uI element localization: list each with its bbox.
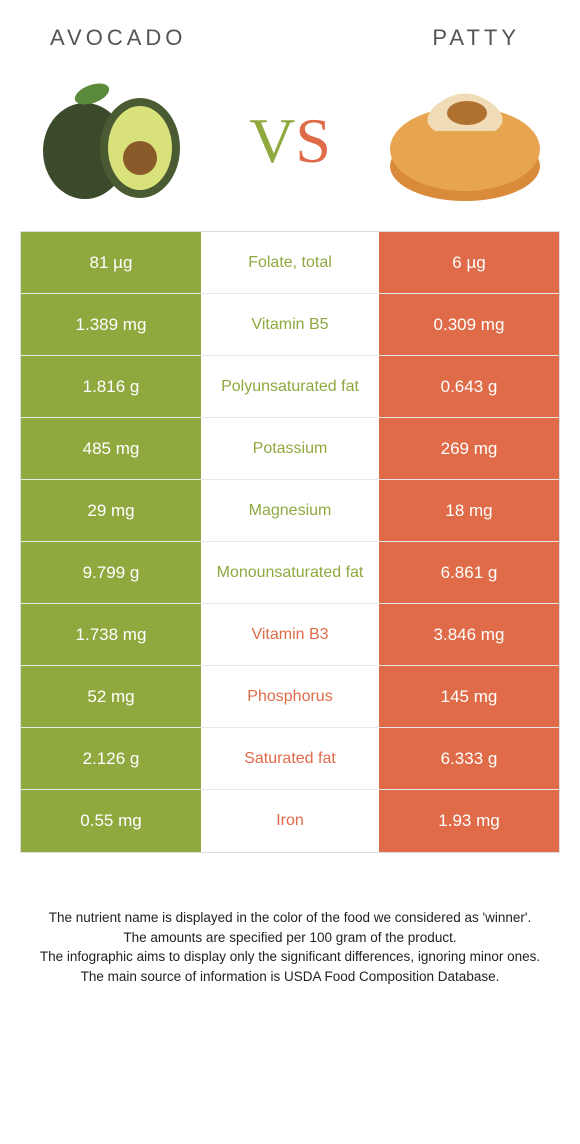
nutrient-label: Vitamin B3	[201, 604, 379, 665]
value-right: 6 µg	[379, 232, 559, 293]
value-left: 29 mg	[21, 480, 201, 541]
footer-line: The nutrient name is displayed in the co…	[30, 908, 550, 928]
value-left: 1.389 mg	[21, 294, 201, 355]
table-row: 9.799 gMonounsaturated fat6.861 g	[21, 542, 559, 604]
nutrient-label: Vitamin B5	[201, 294, 379, 355]
value-right: 0.309 mg	[379, 294, 559, 355]
vs-label: VS	[249, 104, 331, 178]
table-row: 1.816 gPolyunsaturated fat0.643 g	[21, 356, 559, 418]
value-right: 3.846 mg	[379, 604, 559, 665]
value-left: 0.55 mg	[21, 790, 201, 852]
nutrient-label: Iron	[201, 790, 379, 852]
vs-row: VS	[0, 61, 580, 231]
value-right: 269 mg	[379, 418, 559, 479]
vs-v: V	[249, 105, 295, 176]
title-patty: Patty	[432, 25, 520, 51]
header-row: Avocado Patty	[0, 0, 580, 61]
value-right: 1.93 mg	[379, 790, 559, 852]
table-row: 485 mgPotassium269 mg	[21, 418, 559, 480]
nutrient-label: Folate, total	[201, 232, 379, 293]
vs-s: S	[295, 105, 331, 176]
value-left: 52 mg	[21, 666, 201, 727]
value-left: 81 µg	[21, 232, 201, 293]
value-right: 6.333 g	[379, 728, 559, 789]
table-row: 0.55 mgIron1.93 mg	[21, 790, 559, 852]
footer-line: The amounts are specified per 100 gram o…	[30, 928, 550, 948]
table-row: 1.738 mgVitamin B33.846 mg	[21, 604, 559, 666]
nutrient-label: Monounsaturated fat	[201, 542, 379, 603]
nutrient-label: Potassium	[201, 418, 379, 479]
table-row: 29 mgMagnesium18 mg	[21, 480, 559, 542]
nutrient-label: Saturated fat	[201, 728, 379, 789]
table-row: 2.126 gSaturated fat6.333 g	[21, 728, 559, 790]
avocado-icon	[30, 76, 200, 206]
patty-icon	[375, 71, 555, 211]
table-row: 81 µgFolate, total6 µg	[21, 232, 559, 294]
value-right: 0.643 g	[379, 356, 559, 417]
value-left: 9.799 g	[21, 542, 201, 603]
nutrient-label: Magnesium	[201, 480, 379, 541]
value-right: 145 mg	[379, 666, 559, 727]
value-right: 18 mg	[379, 480, 559, 541]
footer-line: The infographic aims to display only the…	[30, 947, 550, 967]
value-right: 6.861 g	[379, 542, 559, 603]
table-row: 52 mgPhosphorus145 mg	[21, 666, 559, 728]
comparison-table: 81 µgFolate, total6 µg1.389 mgVitamin B5…	[20, 231, 560, 853]
nutrient-label: Phosphorus	[201, 666, 379, 727]
table-row: 1.389 mgVitamin B50.309 mg	[21, 294, 559, 356]
title-avocado: Avocado	[50, 25, 186, 51]
value-left: 1.816 g	[21, 356, 201, 417]
patty-image	[375, 71, 555, 211]
avocado-image	[25, 71, 205, 211]
nutrient-label: Polyunsaturated fat	[201, 356, 379, 417]
value-left: 2.126 g	[21, 728, 201, 789]
footer-notes: The nutrient name is displayed in the co…	[0, 853, 580, 986]
footer-line: The main source of information is USDA F…	[30, 967, 550, 987]
value-left: 485 mg	[21, 418, 201, 479]
value-left: 1.738 mg	[21, 604, 201, 665]
